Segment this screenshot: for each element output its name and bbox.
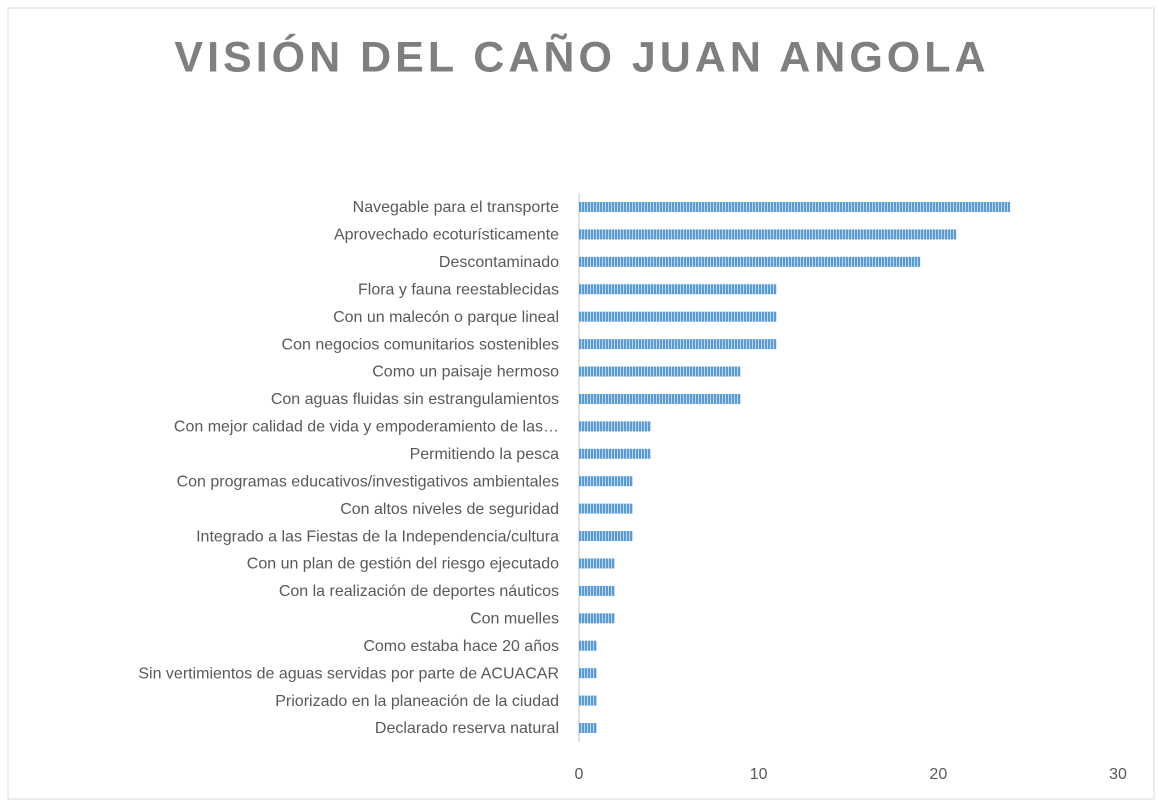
y-tick-label: Con un plan de gestión del riesgo ejecut…: [247, 556, 559, 573]
bar: [579, 366, 741, 377]
bar: [579, 448, 651, 459]
bar: [579, 503, 633, 514]
bar: [579, 311, 777, 322]
bar: [579, 284, 777, 295]
chart-title: VISIÓN DEL CAÑO JUAN ANGOLA: [174, 32, 989, 81]
bar: [579, 256, 921, 267]
y-tick-label: Como un paisaje hermoso: [372, 364, 559, 381]
y-tick-label: Con mejor calidad de vida y empoderamien…: [174, 419, 559, 436]
bar: [579, 339, 777, 350]
bar: [579, 640, 597, 651]
bar: [579, 723, 597, 733]
y-tick-label: Descontaminado: [439, 254, 559, 271]
x-tick-label: 20: [929, 766, 947, 783]
y-tick-label: Con aguas fluidas sin estrangulamientos: [271, 391, 559, 408]
y-tick-label: Navegable para el transporte: [353, 199, 559, 216]
y-tick-label: Priorizado en la planeación de la ciudad: [275, 693, 559, 710]
y-tick-label: Permitiendo la pesca: [410, 446, 560, 463]
y-tick-label: Como estaba hace 20 años: [363, 638, 559, 655]
x-tick-label: 30: [1109, 766, 1127, 783]
bar: [579, 393, 741, 404]
y-tick-label: Declarado reserva natural: [375, 720, 559, 737]
bar: [579, 585, 615, 596]
bar: [579, 202, 1011, 212]
y-tick-label: Flora y fauna reestablecidas: [358, 281, 559, 298]
y-tick-label: Con un malecón o parque lineal: [333, 309, 559, 326]
bar: [579, 531, 633, 542]
y-tick-label: Con la realización de deportes náuticos: [279, 583, 559, 600]
y-tick-label: Con muelles: [470, 611, 559, 628]
y-tick-label: Con altos niveles de seguridad: [340, 501, 559, 518]
bar: [579, 613, 615, 624]
y-tick-label: Aprovechado ecoturísticamente: [334, 227, 559, 244]
bar: [579, 421, 651, 432]
bar: [579, 695, 597, 706]
x-tick-label: 10: [750, 766, 768, 783]
bar: [579, 476, 633, 487]
bar: [579, 229, 957, 240]
bar: [579, 668, 597, 679]
y-tick-label: Integrado a las Fiestas de la Independen…: [196, 528, 559, 545]
bar: [579, 558, 615, 569]
y-tick-label: Sin vertimientos de aguas servidas por p…: [138, 665, 559, 682]
y-tick-label: Con negocios comunitarios sostenibles: [282, 336, 559, 353]
x-tick-label: 0: [575, 766, 584, 783]
y-tick-label: Con programas educativos/investigativos …: [177, 473, 559, 490]
